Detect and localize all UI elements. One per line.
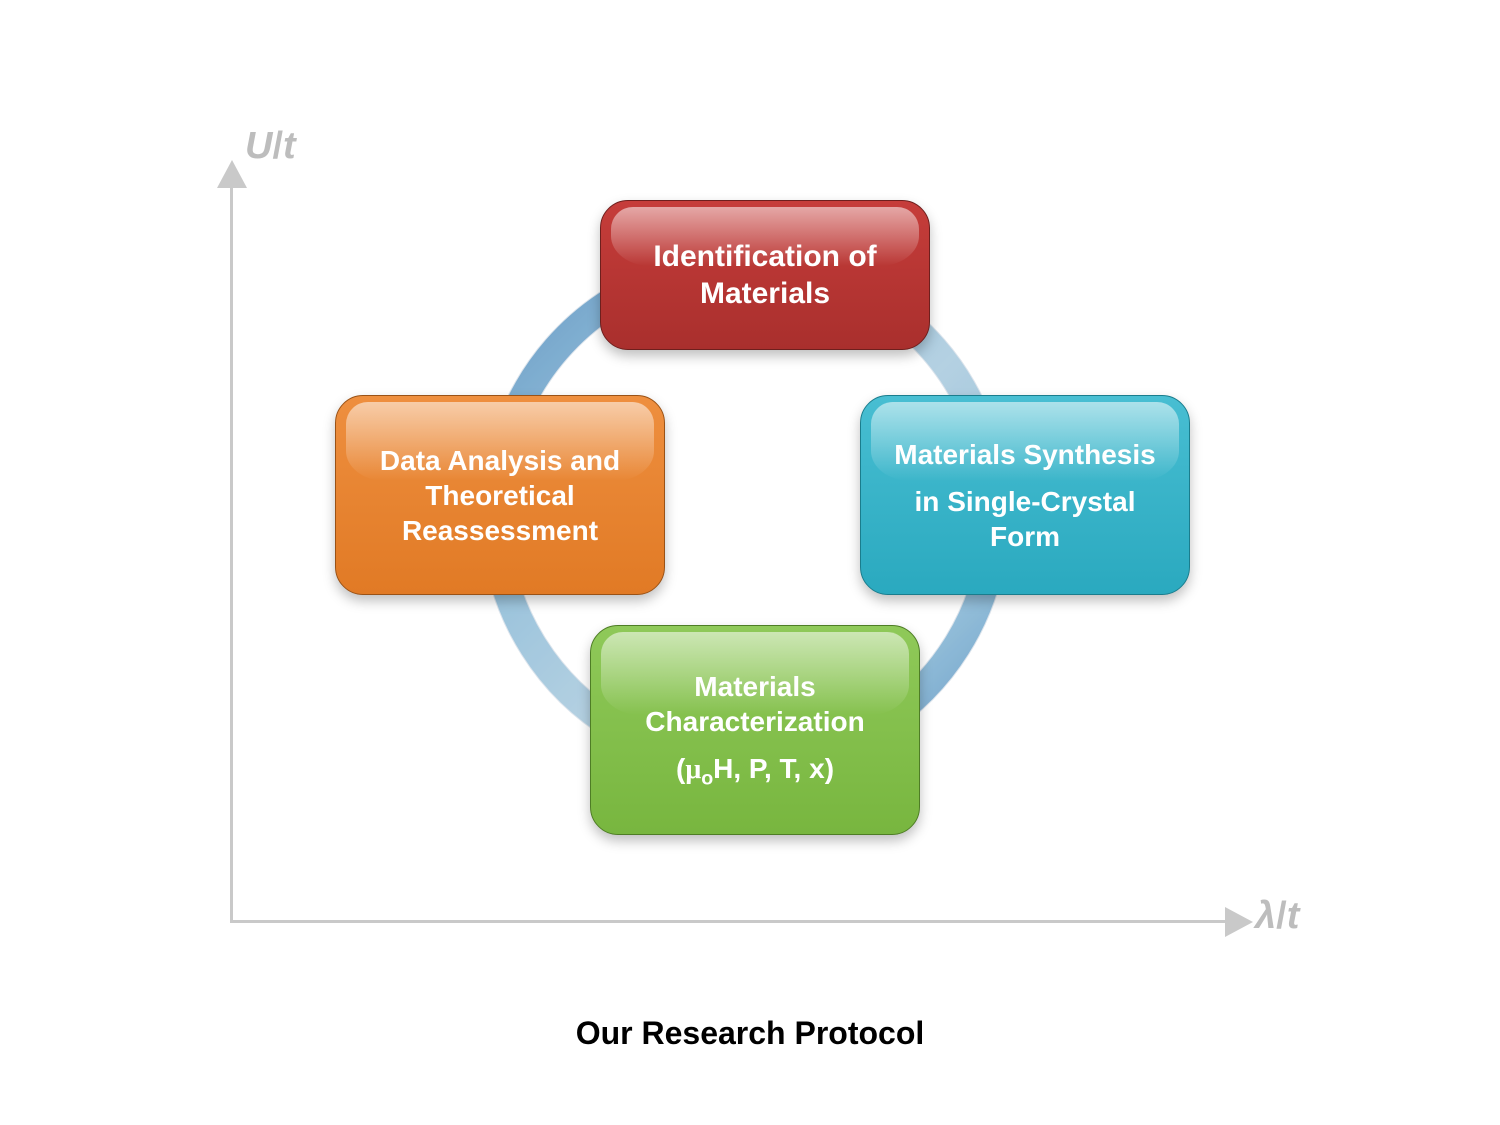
node-line: Characterization <box>645 704 864 739</box>
node-synthesis: Materials Synthesis in Single-Crystal Fo… <box>860 395 1190 595</box>
node-line: (μoH, P, T, x) <box>676 751 834 791</box>
y-axis-label: U/t <box>245 125 296 168</box>
node-line: in Single-Crystal <box>915 484 1136 519</box>
node-line: Form <box>990 519 1060 554</box>
x-axis-arrowhead-icon <box>1225 907 1253 937</box>
node-line: Materials Synthesis <box>894 437 1155 472</box>
node-line: Theoretical <box>425 478 574 513</box>
node-line: Reassessment <box>402 513 598 548</box>
y-axis-line <box>230 180 233 920</box>
caption: Our Research Protocol <box>0 1015 1500 1052</box>
x-axis-line <box>230 920 1230 923</box>
node-characterization: Materials Characterization (μoH, P, T, x… <box>590 625 920 835</box>
x-axis-label: λ/t <box>1255 895 1299 938</box>
node-identification: Identification of Materials <box>600 200 930 350</box>
cycle-container: Identification of Materials Materials Sy… <box>320 170 1170 870</box>
node-analysis: Data Analysis and Theoretical Reassessme… <box>335 395 665 595</box>
node-line: Data Analysis and <box>380 443 620 478</box>
node-line: Materials <box>694 669 815 704</box>
diagram-area: U/t λ/t Identification of <box>200 120 1300 940</box>
node-line: Materials <box>700 275 830 313</box>
node-line: Identification of <box>653 238 876 276</box>
y-axis-arrowhead-icon <box>217 160 247 188</box>
